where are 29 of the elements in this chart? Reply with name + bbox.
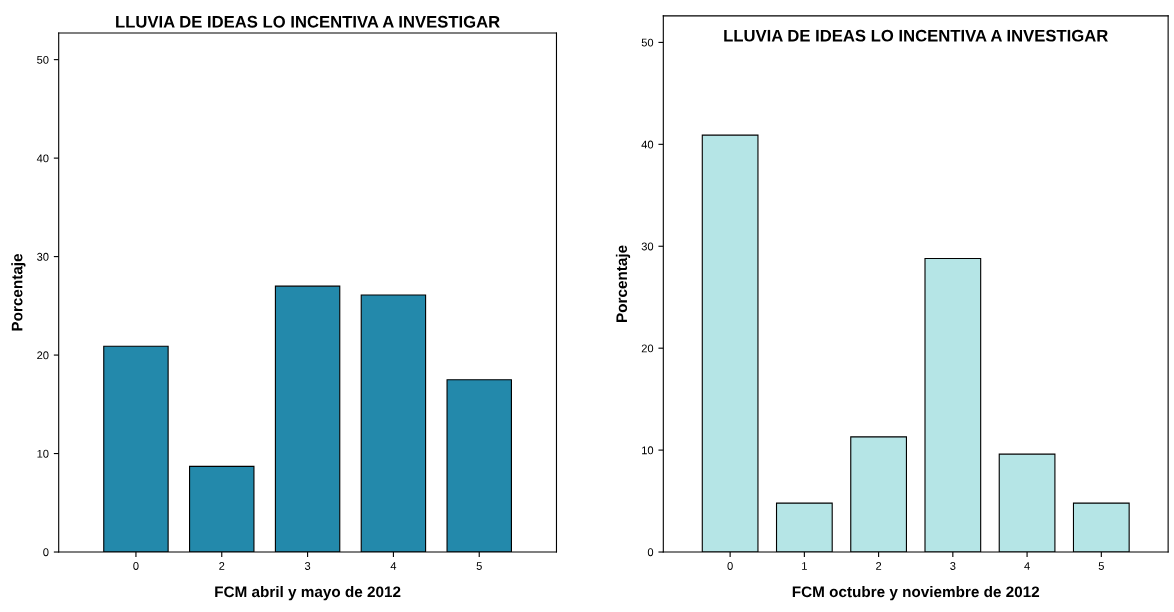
x-tick-label: 3 [950,562,956,570]
chart-title: LLUVIA DE IDEAS LO INCENTIVA A INVESTIGAR [116,15,500,28]
y-axis-title: Porcentaje [615,245,631,322]
x-tick-label: 5 [1098,562,1104,570]
x-tick-label: 0 [727,562,733,570]
y-tick-label: 0 [647,548,654,557]
y-tick-label: 40 [36,154,49,163]
y-tick-label: 40 [641,140,654,149]
x-axis-title: FCM abril y mayo de 2012 [215,585,401,601]
x-axis-title: FCM octubre y noviembre de 2012 [792,585,1040,601]
y-tick-label: 0 [43,548,49,557]
x-tick-label: 4 [390,562,397,570]
text: LLUVIA DE IDEAS LO INCENTIVA A INVESTIGAR [724,29,1108,42]
x-tick-label: 5 [476,562,482,570]
x-tick-label: 3 [304,562,311,570]
y-tick-label: 50 [37,55,49,64]
x-tick-label: 4 [1024,562,1030,570]
x-tick-label: 2 [876,562,882,570]
y-tick-label: 20 [641,344,654,353]
y-tick-label: 20 [37,351,49,360]
x-tick-label: 2 [219,562,225,570]
y-tick-label: 10 [37,449,49,458]
y-tick-label: 10 [642,446,654,455]
y-tick-label: 50 [641,38,654,47]
x-tick-label: 1 [802,562,807,570]
y-tick-label: 30 [641,242,654,251]
x-tick-label: 0 [133,562,139,570]
y-axis-title: Porcentaje [11,254,26,331]
y-tick-label: 30 [37,252,49,261]
